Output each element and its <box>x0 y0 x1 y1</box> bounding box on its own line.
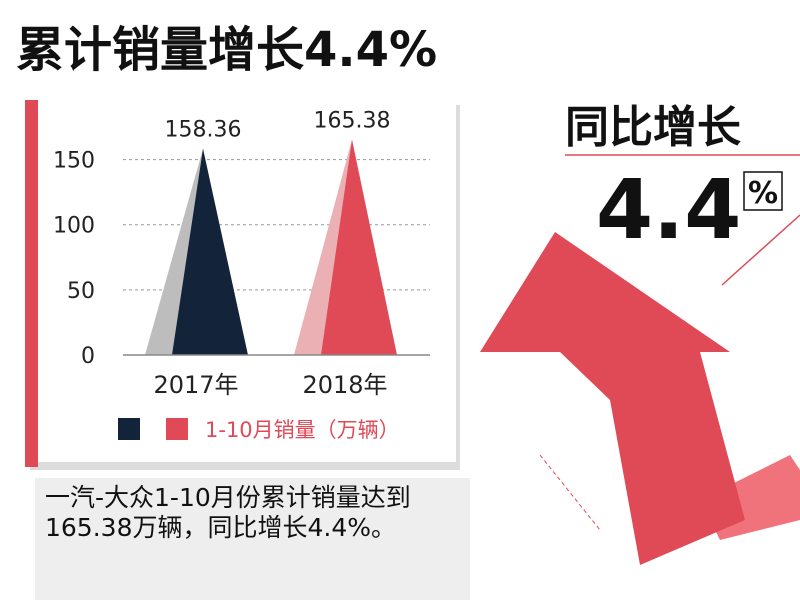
card <box>38 100 456 462</box>
caption-wrap: 一汽-大众1-10月份累计销量达到165.38万辆，同比增长4.4%。 <box>45 483 411 542</box>
value-label: 165.38 <box>314 109 391 134</box>
bar <box>172 148 248 355</box>
legend-label: 1-10月销量（万辆） <box>205 418 400 442</box>
caption: 一汽-大众1-10月份累计销量达到165.38万辆，同比增长4.4%。 <box>45 483 411 542</box>
accent-line <box>721 214 800 286</box>
y-tick-label: 100 <box>53 214 95 239</box>
card-border <box>25 100 38 467</box>
unit-box <box>743 171 783 211</box>
side-number: 4.4 <box>596 163 741 258</box>
side-unit: % <box>748 176 778 211</box>
y-tick-label: 150 <box>53 149 95 174</box>
x-tick-label: 2018年 <box>302 371 387 399</box>
value-label: 158.36 <box>165 118 242 143</box>
arrow <box>480 232 745 565</box>
bar <box>321 139 397 355</box>
accent-line <box>539 454 601 531</box>
x-tick-label: 2017年 <box>153 371 238 399</box>
legend-swatch <box>166 418 188 440</box>
y-tick-label: 50 <box>67 279 95 304</box>
caption-box <box>35 478 470 600</box>
title: 累计销量增长4.4% <box>16 22 437 78</box>
y-tick-label: 0 <box>81 344 95 369</box>
legend-swatch <box>118 418 140 440</box>
side-heading: 同比增长 <box>565 102 741 153</box>
